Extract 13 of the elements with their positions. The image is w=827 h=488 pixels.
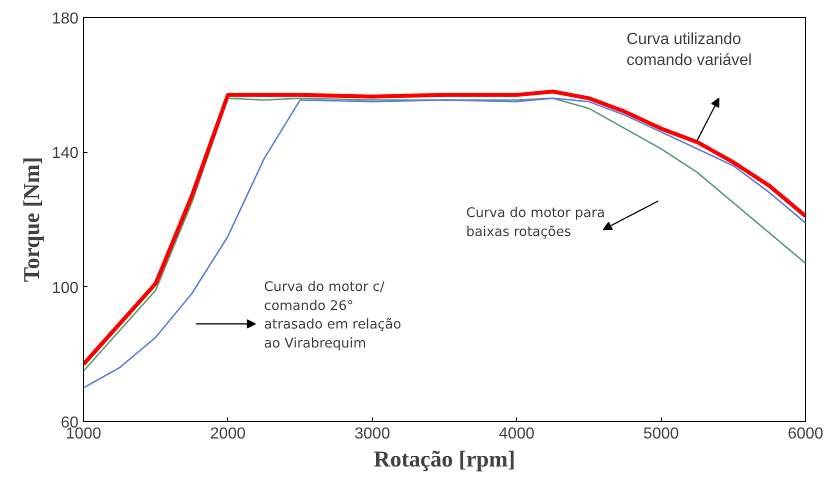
y-axis-title: Torque [Nm] xyxy=(18,156,44,282)
annotation: Curva do motor para baixas rotações xyxy=(466,206,606,240)
x-tick-label: 4000 xyxy=(498,426,535,442)
x-tick-label: 6000 xyxy=(788,426,824,442)
x-tick-label: 5000 xyxy=(643,426,679,442)
x-tick-label: 3000 xyxy=(354,426,390,442)
y-tick-label: 140 xyxy=(52,145,79,162)
x-tick-label: 2000 xyxy=(210,426,246,442)
y-tick-label: 180 xyxy=(52,10,79,28)
x-axis-title: Rotação [rpm] xyxy=(374,446,516,472)
annotation: Curva do motor c/ comando 26° atrasado em relação ao Virabrequim xyxy=(264,280,402,352)
annotation: Curva utilizando comando variável xyxy=(626,30,752,70)
y-tick-label: 100 xyxy=(52,280,79,297)
